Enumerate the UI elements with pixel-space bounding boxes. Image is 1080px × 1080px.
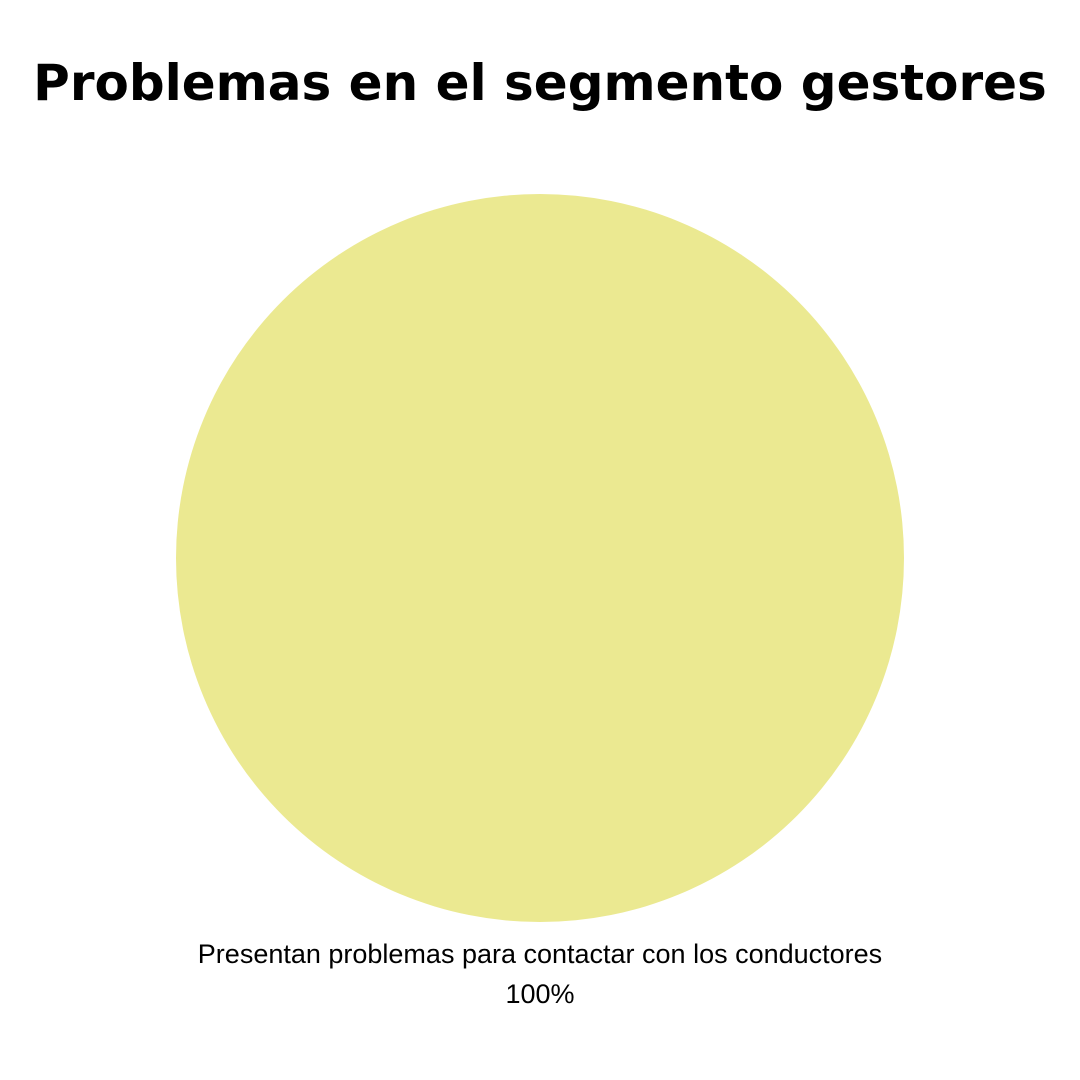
slice-value-label: 100% (505, 979, 575, 1009)
slice-label-group: Presentan problemas para contactar con l… (0, 934, 1080, 1014)
slice-label: Presentan problemas para contactar con l… (197, 939, 883, 969)
pie-slice-0 (176, 194, 904, 922)
chart-title: Problemas en el segmento gestores (33, 54, 1047, 112)
pie-slices (176, 194, 904, 922)
